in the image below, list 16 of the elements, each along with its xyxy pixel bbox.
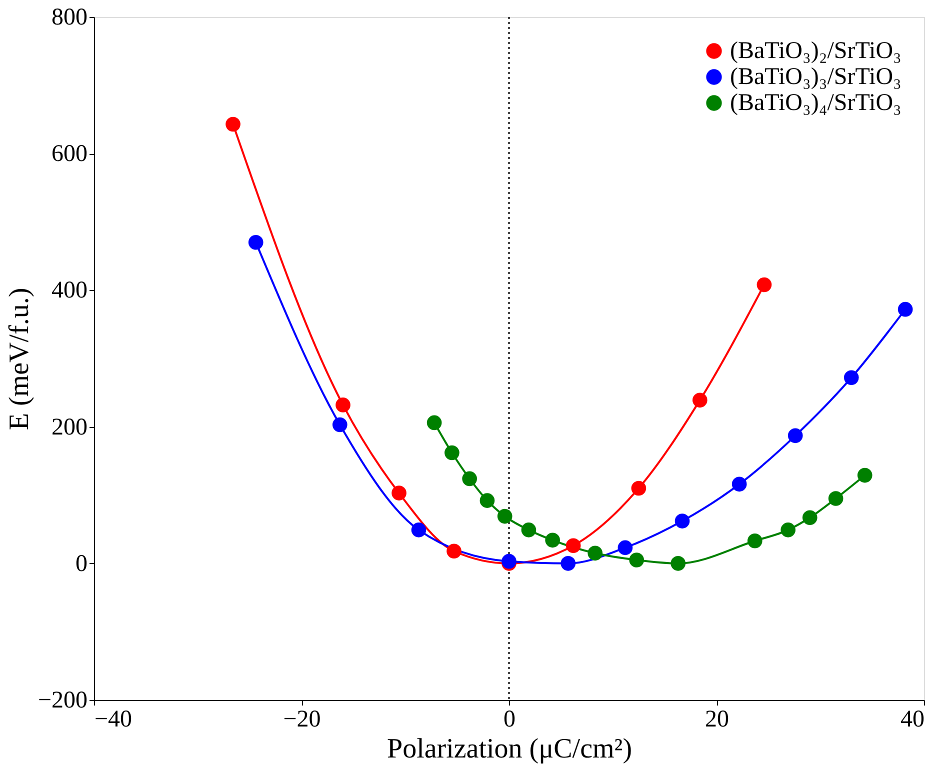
x-axis-title: Polarization (μC/cm²) bbox=[386, 734, 632, 764]
y-tick-label: 800 bbox=[52, 4, 88, 30]
x-tick-label: −20 bbox=[283, 706, 321, 732]
x-tick-label: −40 bbox=[94, 706, 132, 732]
x-tick-label: 20 bbox=[705, 706, 729, 732]
legend-label: (BaTiO₃)₃/SrTiO₃ bbox=[730, 64, 902, 90]
legend-label: (BaTiO₃)₂/SrTiO₃ bbox=[730, 38, 902, 64]
x-tick-label: 0 bbox=[504, 706, 516, 732]
y-tick-label: 600 bbox=[52, 141, 88, 168]
y-tick-label: −200 bbox=[38, 688, 88, 714]
y-axis-title: E (meV/f.u.) bbox=[4, 288, 35, 430]
x-tick-label: 40 bbox=[900, 706, 924, 732]
y-tick-label: 0 bbox=[76, 550, 88, 577]
legend-label: (BaTiO₃)₄/SrTiO₃ bbox=[730, 90, 902, 116]
y-tick-label: 400 bbox=[52, 278, 88, 304]
y-tick-label: 200 bbox=[52, 414, 88, 440]
